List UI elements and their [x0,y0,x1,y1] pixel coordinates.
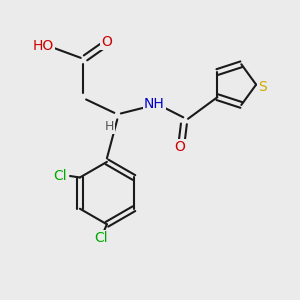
Text: O: O [174,140,185,154]
Text: NH: NH [144,97,165,111]
Text: Cl: Cl [54,169,68,183]
Text: HO: HO [32,39,54,53]
Text: S: S [258,80,267,94]
Text: H: H [104,120,114,133]
Text: O: O [101,34,112,49]
Text: Cl: Cl [94,231,108,245]
